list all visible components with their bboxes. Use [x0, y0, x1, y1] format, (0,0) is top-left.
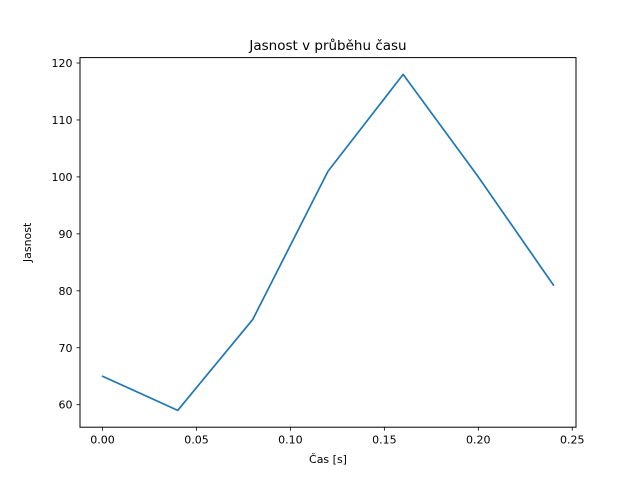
y-tick-label: 90 [59, 228, 73, 241]
axes-spines [79, 57, 577, 428]
axis-ticks: 0.00 0.05 0.10 0.15 0.20 0.25 60 70 80 90 100 110 12… [52, 57, 585, 447]
x-tick-label: 0.00 [90, 434, 115, 447]
y-tick-label: 60 [59, 399, 73, 412]
plot-area [80, 57, 576, 428]
x-tick-label: 0.05 [184, 434, 209, 447]
x-tick-label: 0.25 [560, 434, 585, 447]
chart-title: Jasnost v průběhu času [248, 38, 406, 54]
y-tick-label: 70 [59, 342, 73, 355]
x-tick-label: 0.15 [372, 434, 397, 447]
x-tick-label: 0.20 [466, 434, 491, 447]
data-series-layer [101, 73, 555, 412]
y-tick-label: 110 [52, 114, 73, 127]
y-axis-label: Jasnost [21, 222, 34, 263]
y-tick-label: 100 [52, 171, 73, 184]
y-tick-label: 120 [52, 57, 73, 70]
y-tick-label: 80 [59, 285, 73, 298]
x-tick-label: 0.10 [278, 434, 303, 447]
data-line-jasnost [101, 73, 555, 412]
x-axis-label: Čas [s] [309, 453, 347, 466]
